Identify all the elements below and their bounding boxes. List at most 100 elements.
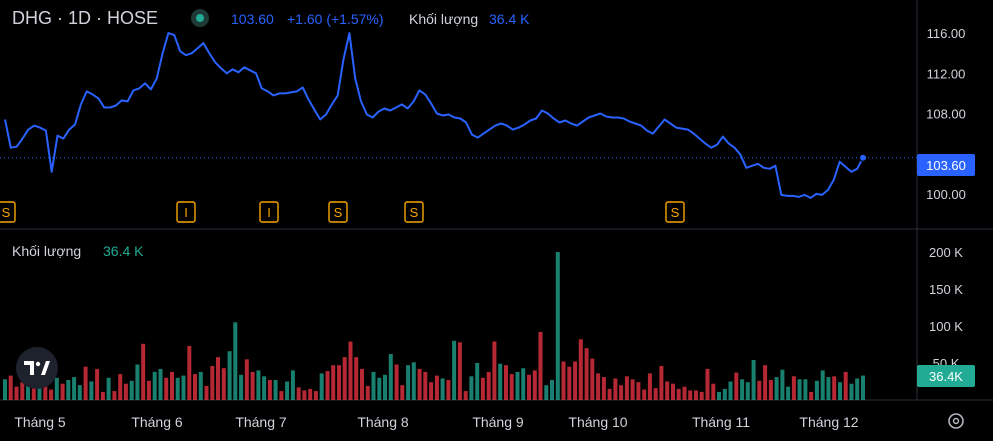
volume-bar	[365, 385, 370, 400]
volume-bar	[285, 381, 290, 400]
volume-bar	[325, 371, 330, 400]
volume-bar	[797, 379, 802, 400]
event-marker-s[interactable]: S	[665, 201, 685, 223]
volume-pane-label: Khối lượng	[12, 243, 81, 259]
volume-bar	[636, 382, 641, 400]
volume-axis-tick: 150 K	[929, 282, 963, 297]
volume-bar	[72, 377, 77, 400]
volume-bar	[233, 322, 238, 400]
time-axis-tick: Tháng 7	[235, 414, 287, 430]
volume-bar	[573, 361, 578, 400]
volume-bar	[37, 381, 42, 400]
volume-bar	[728, 381, 733, 400]
volume-bar	[262, 376, 267, 400]
volume-bar	[308, 388, 313, 400]
volume-bar	[434, 375, 439, 400]
volume-bar	[452, 340, 457, 400]
volume-bar	[123, 383, 128, 400]
volume-bar	[429, 382, 434, 400]
volume-bar	[774, 377, 779, 400]
volume-bar	[590, 358, 595, 400]
volume-bar	[118, 374, 123, 400]
volume-bar	[480, 377, 485, 400]
volume-bar	[596, 373, 601, 400]
event-marker-i[interactable]: I	[176, 201, 196, 223]
volume-bar	[77, 385, 82, 400]
volume-bar	[210, 366, 215, 400]
volume-bar	[550, 380, 554, 400]
event-marker-s[interactable]: S	[404, 201, 424, 223]
volume-bar	[411, 362, 416, 400]
price-axis-tick: 116.00	[927, 26, 966, 41]
volume-bar	[665, 381, 670, 400]
volume-bar	[371, 371, 376, 400]
volume-bar	[164, 377, 169, 400]
volume-bar	[492, 341, 497, 400]
volume-bar	[653, 388, 658, 400]
volume-bar	[250, 371, 255, 400]
symbol-title[interactable]: DHG · 1D · HOSE	[12, 8, 158, 28]
volume-bar	[342, 357, 347, 400]
volume-bar	[475, 363, 480, 400]
event-marker-label: I	[184, 205, 188, 220]
volume-bar	[383, 374, 387, 400]
time-axis-tick: Tháng 10	[568, 414, 627, 430]
volume-bar	[838, 382, 842, 400]
volume-bar	[279, 391, 284, 400]
volume-bar	[440, 378, 445, 400]
event-marker-i[interactable]: I	[259, 201, 279, 223]
volume-bar	[193, 374, 197, 400]
last-volume-badge-text: 36.4K	[929, 369, 963, 384]
volume-bar	[515, 371, 520, 400]
volume-bar	[146, 380, 151, 400]
event-marker-s[interactable]: S	[328, 201, 348, 223]
volume-bar	[302, 390, 307, 400]
price-axis[interactable]: 116.00 112.00 108.00 100.00	[926, 26, 966, 202]
volume-bar	[49, 389, 54, 400]
tradingview-logo[interactable]	[16, 347, 58, 389]
time-axis[interactable]: Tháng 5 Tháng 6 Tháng 7 Tháng 8 Tháng 9 Tháng…	[14, 414, 858, 430]
event-marker-s[interactable]: S	[0, 201, 16, 223]
volume-bar	[584, 348, 589, 400]
volume-bar	[843, 371, 848, 400]
volume-bar	[809, 391, 814, 400]
volume-bar	[348, 341, 353, 400]
volume-bar	[469, 376, 474, 400]
event-marker-label: S	[410, 205, 419, 220]
volume-bar	[337, 365, 341, 400]
gear-icon[interactable]	[948, 413, 964, 429]
volume-bar	[54, 377, 59, 400]
volume-bar	[498, 363, 503, 400]
volume-bar	[745, 382, 750, 400]
volume-bar	[705, 368, 710, 400]
volume-bar	[647, 373, 652, 400]
volume-bar	[578, 339, 583, 400]
volume-bar	[457, 342, 462, 400]
volume-bar	[682, 386, 687, 400]
volume-bar	[751, 360, 756, 400]
price-series-line[interactable]	[4, 32, 864, 199]
volume-bar	[688, 390, 693, 400]
volume-bar	[642, 389, 647, 400]
time-axis-tick: Tháng 8	[357, 414, 409, 430]
volume-bar	[135, 364, 140, 400]
volume-bar	[544, 385, 549, 400]
volume-bar	[400, 385, 405, 400]
volume-bar	[768, 380, 773, 400]
volume-bar	[820, 370, 825, 400]
last-price-point	[859, 153, 867, 162]
volume-bar	[227, 351, 232, 400]
header-change: +1.60 (+1.57%)	[287, 11, 384, 27]
volume-bar	[89, 381, 94, 400]
volume-bar	[129, 380, 134, 400]
volume-bar	[43, 385, 48, 400]
last-volume-badge	[917, 365, 975, 387]
volume-bar	[95, 368, 100, 400]
volume-bar	[717, 391, 721, 400]
header-volume-value: 36.4 K	[489, 11, 530, 27]
volume-bar	[417, 368, 422, 400]
volume-bar	[152, 371, 157, 400]
